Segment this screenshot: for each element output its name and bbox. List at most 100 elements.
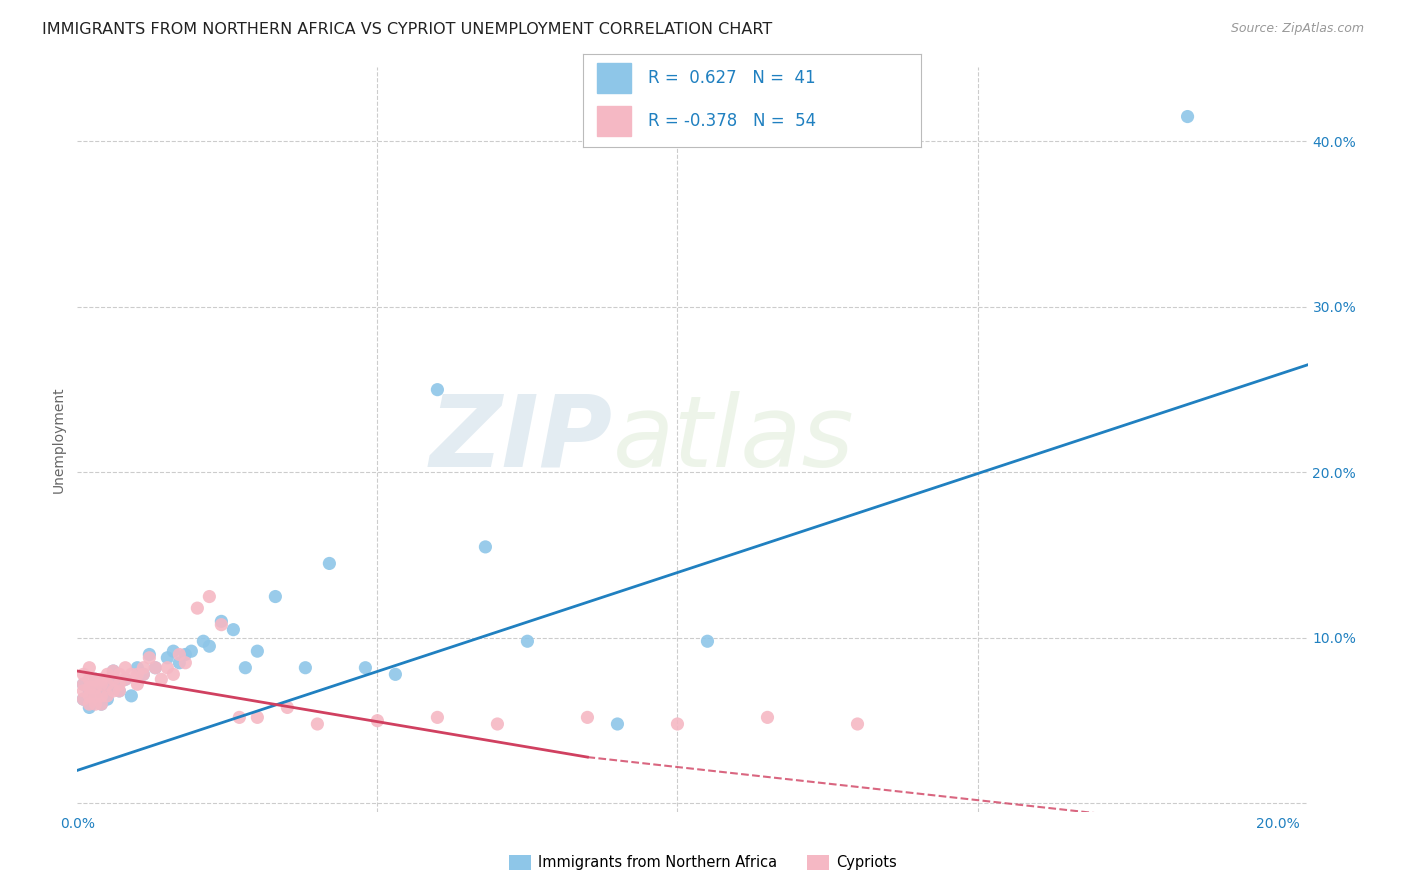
Point bbox=[132, 667, 155, 681]
Point bbox=[79, 700, 101, 714]
Point bbox=[108, 667, 131, 681]
Point bbox=[108, 677, 131, 691]
Point bbox=[72, 667, 94, 681]
Point bbox=[120, 667, 142, 681]
Point bbox=[79, 681, 101, 695]
Point bbox=[756, 710, 779, 724]
Point bbox=[174, 648, 197, 662]
Point bbox=[72, 692, 94, 706]
Text: atlas: atlas bbox=[613, 391, 853, 488]
Point bbox=[696, 634, 718, 648]
Point bbox=[138, 648, 160, 662]
Point bbox=[90, 681, 112, 695]
Point bbox=[108, 684, 131, 698]
Text: Source: ZipAtlas.com: Source: ZipAtlas.com bbox=[1230, 22, 1364, 36]
Point bbox=[103, 664, 125, 678]
Point bbox=[150, 673, 173, 687]
Point bbox=[96, 692, 118, 706]
Text: ZIP: ZIP bbox=[429, 391, 613, 488]
Point bbox=[1177, 110, 1199, 124]
Point bbox=[426, 383, 449, 397]
Point bbox=[90, 697, 112, 711]
Point bbox=[474, 540, 496, 554]
Point bbox=[209, 617, 232, 632]
Point bbox=[516, 634, 538, 648]
Point bbox=[84, 673, 107, 687]
Point bbox=[246, 710, 269, 724]
Point bbox=[209, 615, 232, 629]
Point bbox=[156, 661, 179, 675]
Point bbox=[169, 648, 191, 662]
Point bbox=[72, 692, 94, 706]
Point bbox=[90, 677, 112, 691]
Point bbox=[264, 590, 287, 604]
Text: R =  0.627   N =  41: R = 0.627 N = 41 bbox=[648, 69, 815, 87]
Point bbox=[143, 661, 166, 675]
Bar bbox=[598, 106, 631, 136]
Point bbox=[72, 677, 94, 691]
Point bbox=[143, 661, 166, 675]
Point bbox=[90, 673, 112, 687]
Point bbox=[79, 684, 101, 698]
Point bbox=[132, 661, 155, 675]
Point bbox=[198, 639, 221, 653]
Point bbox=[366, 714, 388, 728]
Point bbox=[846, 717, 869, 731]
Point bbox=[84, 673, 107, 687]
Point bbox=[180, 644, 202, 658]
Point bbox=[235, 661, 257, 675]
Point bbox=[193, 634, 215, 648]
Point bbox=[103, 684, 125, 698]
Point bbox=[79, 673, 101, 687]
Point bbox=[384, 667, 406, 681]
Point bbox=[72, 677, 94, 691]
Point bbox=[486, 717, 509, 731]
Point bbox=[222, 623, 245, 637]
Point bbox=[96, 685, 118, 699]
Text: R = -0.378   N =  54: R = -0.378 N = 54 bbox=[648, 112, 815, 130]
Point bbox=[276, 700, 298, 714]
Point bbox=[108, 684, 131, 698]
Point bbox=[103, 664, 125, 678]
Point bbox=[174, 656, 197, 670]
Point bbox=[138, 650, 160, 665]
Point bbox=[426, 710, 449, 724]
Point bbox=[79, 697, 101, 711]
Point bbox=[72, 684, 94, 698]
Legend: Immigrants from Northern Africa, Cypriots: Immigrants from Northern Africa, Cypriot… bbox=[503, 848, 903, 876]
Point bbox=[307, 717, 329, 731]
Point bbox=[96, 677, 118, 691]
Point bbox=[84, 697, 107, 711]
Point bbox=[162, 644, 184, 658]
Point bbox=[666, 717, 689, 731]
Point bbox=[120, 689, 142, 703]
Point bbox=[84, 681, 107, 695]
Point bbox=[228, 710, 250, 724]
Point bbox=[90, 697, 112, 711]
Point bbox=[246, 644, 269, 658]
Point bbox=[79, 689, 101, 703]
Y-axis label: Unemployment: Unemployment bbox=[52, 386, 66, 492]
Point bbox=[127, 667, 149, 681]
Point bbox=[127, 661, 149, 675]
Point bbox=[84, 689, 107, 703]
Point bbox=[606, 717, 628, 731]
Point bbox=[294, 661, 316, 675]
Point bbox=[96, 667, 118, 681]
Point bbox=[103, 673, 125, 687]
Point bbox=[169, 656, 191, 670]
Point bbox=[162, 667, 184, 681]
Point bbox=[132, 667, 155, 681]
Point bbox=[103, 677, 125, 691]
Point bbox=[576, 710, 599, 724]
Point bbox=[90, 689, 112, 703]
Point bbox=[318, 557, 340, 571]
Point bbox=[156, 650, 179, 665]
Point bbox=[186, 601, 208, 615]
Point bbox=[114, 661, 136, 675]
Point bbox=[114, 673, 136, 687]
Bar bbox=[598, 63, 631, 93]
Point bbox=[96, 689, 118, 703]
Point bbox=[79, 661, 101, 675]
Point bbox=[354, 661, 377, 675]
